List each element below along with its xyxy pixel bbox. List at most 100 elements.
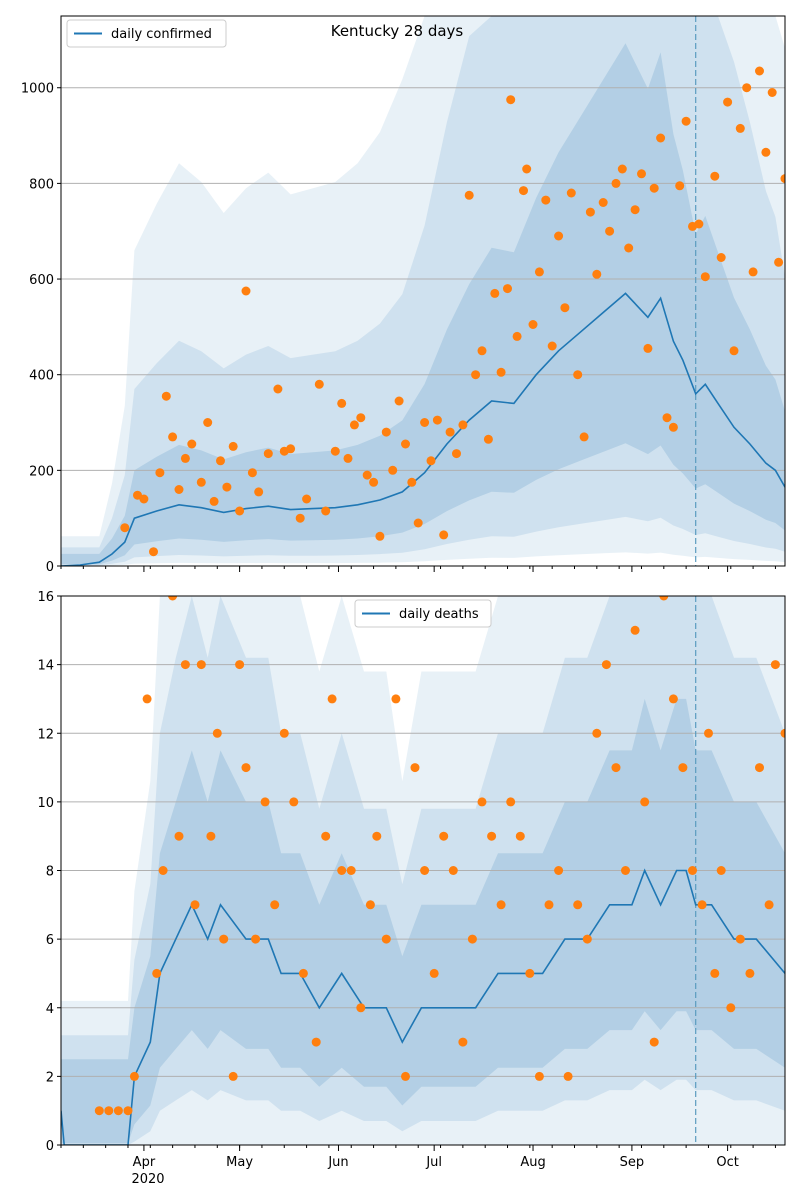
data-point xyxy=(774,257,784,267)
data-point xyxy=(369,477,379,487)
data-point xyxy=(716,866,726,875)
data-point xyxy=(321,506,331,516)
data-point xyxy=(630,625,640,635)
data-point xyxy=(617,164,627,174)
y-tick-label: 8 xyxy=(46,865,54,880)
data-point xyxy=(187,439,197,449)
data-point xyxy=(528,320,538,329)
data-point xyxy=(464,190,474,200)
data-point xyxy=(490,288,500,298)
data-point xyxy=(129,1071,139,1081)
data-point xyxy=(601,660,611,670)
data-point xyxy=(605,226,615,236)
data-point xyxy=(381,427,391,437)
data-point xyxy=(251,934,261,944)
data-point xyxy=(579,432,589,442)
data-point xyxy=(365,900,375,910)
data-point xyxy=(235,506,245,516)
data-point xyxy=(541,195,551,205)
data-point xyxy=(471,370,481,380)
y-tick-label: 10 xyxy=(37,796,54,811)
data-point xyxy=(503,284,512,294)
confirmed-panel: 0 200 400 600 800 1000 Kentucky 28 days daily… xyxy=(21,15,786,575)
data-point xyxy=(120,523,130,533)
y-tick-label: 400 xyxy=(29,369,54,384)
data-point xyxy=(216,456,225,466)
data-point xyxy=(761,147,771,157)
data-point xyxy=(149,547,158,557)
data-point xyxy=(767,88,777,97)
data-point xyxy=(764,900,774,910)
legend-label-deaths: daily deaths xyxy=(399,607,479,622)
y-tick-label: 4 xyxy=(46,1002,54,1017)
data-point xyxy=(168,432,178,442)
data-point xyxy=(678,763,688,773)
data-point xyxy=(410,763,420,773)
data-point xyxy=(710,968,720,978)
data-point xyxy=(519,186,528,196)
data-point xyxy=(637,169,646,179)
data-point xyxy=(113,1106,123,1116)
data-point xyxy=(452,449,461,459)
y-tick-label: 200 xyxy=(29,464,54,479)
data-point xyxy=(228,1071,238,1081)
x-tick-label: Jun xyxy=(327,1155,348,1170)
y-tick-label: 14 xyxy=(37,659,54,674)
data-point xyxy=(662,413,672,423)
data-point xyxy=(155,468,165,478)
data-point xyxy=(356,1003,366,1013)
data-point xyxy=(401,439,410,449)
data-point xyxy=(640,797,650,807)
data-point xyxy=(139,494,149,504)
data-point xyxy=(196,660,206,670)
data-point xyxy=(723,97,733,107)
data-point xyxy=(263,449,273,459)
series-line xyxy=(61,868,785,1145)
data-point xyxy=(152,968,162,978)
data-point xyxy=(273,384,283,394)
data-point xyxy=(560,303,570,313)
data-point xyxy=(659,596,669,601)
data-point xyxy=(407,477,417,487)
data-point xyxy=(439,530,449,540)
uncertainty-band xyxy=(61,16,785,566)
x-tick-label: Apr xyxy=(133,1155,156,1170)
data-point xyxy=(467,934,477,944)
data-point xyxy=(391,694,401,704)
uncertainty-band xyxy=(61,43,785,565)
data-point xyxy=(755,763,764,773)
data-point xyxy=(496,900,506,910)
data-point xyxy=(700,272,710,282)
data-point xyxy=(222,482,232,492)
data-point xyxy=(327,694,337,704)
data-point xyxy=(729,346,739,356)
data-point xyxy=(104,1106,114,1116)
y-tick-label: 0 xyxy=(46,1139,54,1154)
data-point xyxy=(388,465,398,475)
x-tick-label: May xyxy=(226,1155,253,1170)
y-tick-label: 12 xyxy=(37,727,54,742)
data-point xyxy=(356,413,366,423)
data-point xyxy=(289,797,299,807)
y-tick-label: 2 xyxy=(46,1070,54,1085)
deaths-marks xyxy=(61,596,785,1145)
data-point xyxy=(668,694,678,704)
data-point xyxy=(611,763,621,773)
data-point xyxy=(241,763,251,773)
data-point xyxy=(649,1037,659,1047)
data-point xyxy=(228,441,238,451)
data-point xyxy=(598,198,608,207)
data-point xyxy=(697,900,707,910)
data-point xyxy=(420,418,430,427)
data-point xyxy=(585,207,595,217)
data-point xyxy=(362,470,372,480)
x-tick-label: Sep xyxy=(620,1155,645,1170)
data-point xyxy=(161,391,171,401)
confirmed-ticks: 0 200 400 600 800 1000 xyxy=(21,82,776,575)
data-point xyxy=(180,660,190,670)
data-point xyxy=(694,219,704,229)
data-point xyxy=(780,728,785,738)
data-point xyxy=(413,518,423,528)
y-tick-label: 800 xyxy=(29,177,54,192)
